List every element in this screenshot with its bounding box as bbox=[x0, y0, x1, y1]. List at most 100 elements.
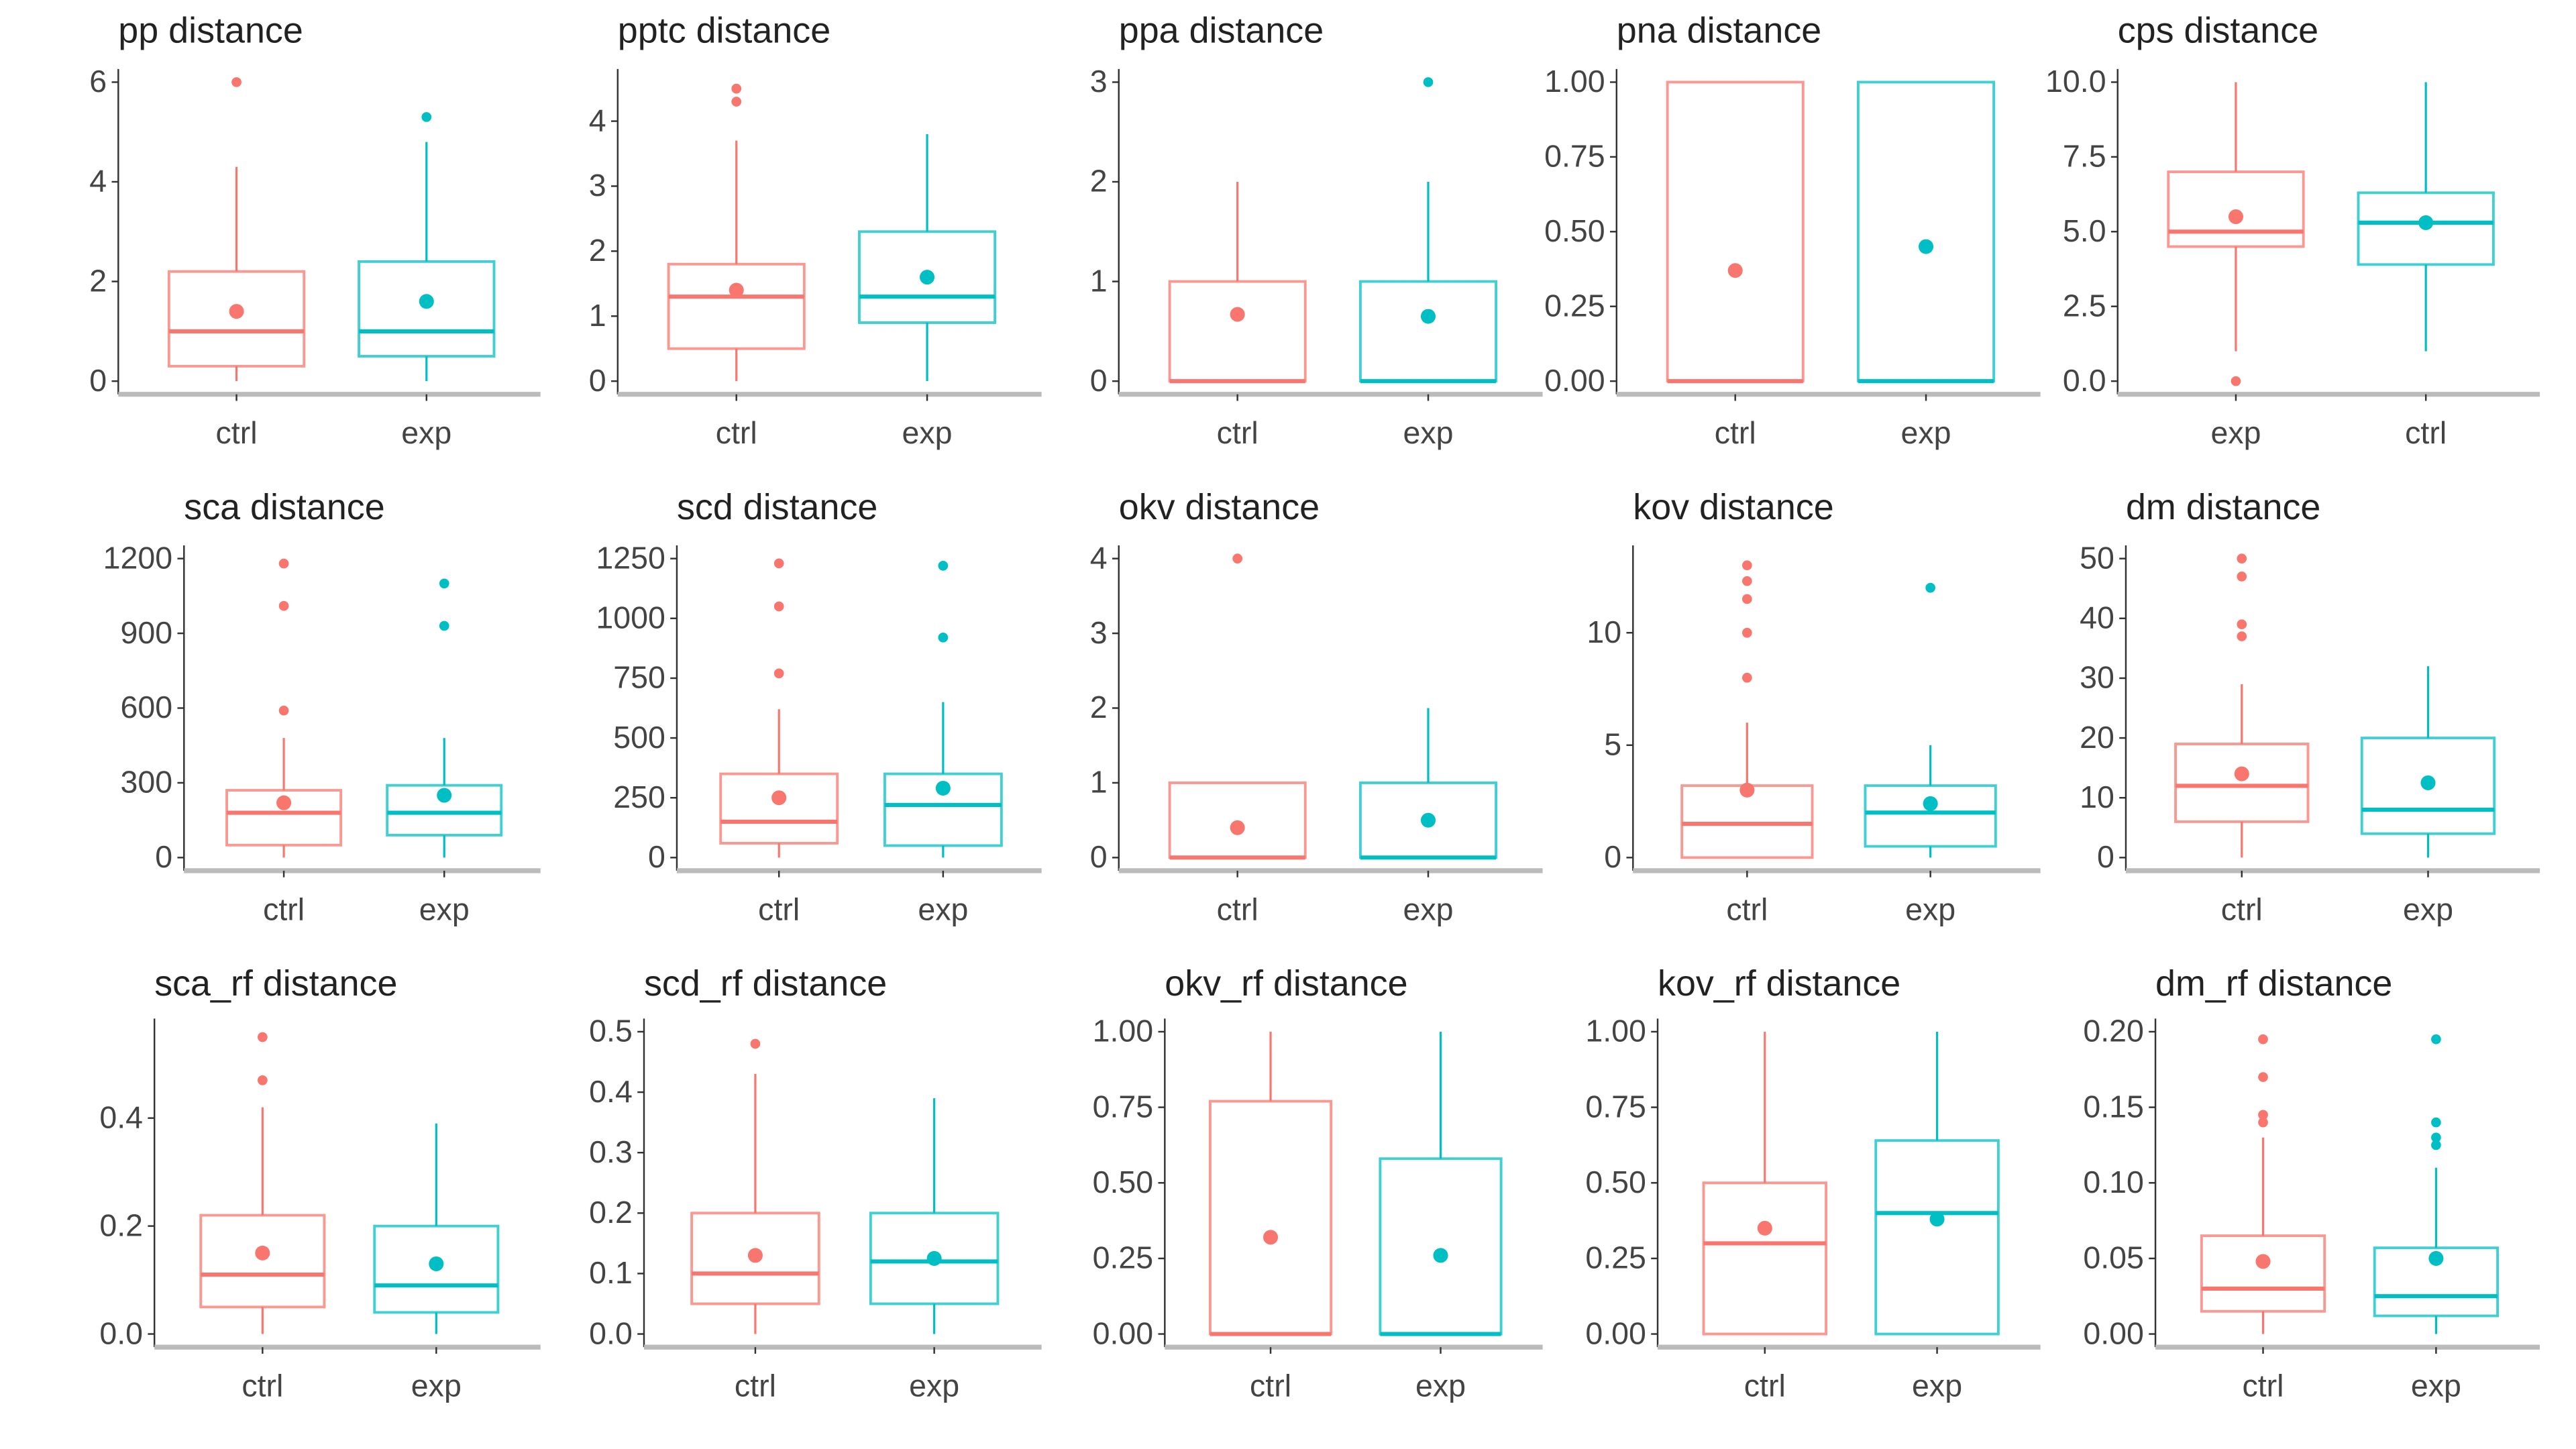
outlier-point bbox=[258, 1032, 268, 1042]
outlier-point bbox=[2237, 572, 2247, 582]
outlier-point bbox=[938, 561, 949, 571]
y-tick-label: 30 bbox=[2080, 660, 2114, 695]
y-tick-label: 900 bbox=[121, 615, 173, 650]
x-tick-label: ctrl bbox=[1726, 892, 1768, 926]
y-tick-label: 0.2 bbox=[589, 1195, 633, 1230]
outlier-point bbox=[2431, 1132, 2441, 1143]
iqr-box bbox=[869, 1212, 1000, 1305]
mean-point bbox=[437, 788, 452, 803]
mean-point bbox=[771, 790, 787, 806]
iqr-box bbox=[225, 789, 343, 847]
y-tick-label: 0.0 bbox=[589, 1316, 633, 1350]
y-tick-label: 3 bbox=[1090, 615, 1108, 650]
y-tick-label: 0.50 bbox=[1585, 1165, 1646, 1199]
box-exp bbox=[373, 1123, 500, 1334]
mean-point bbox=[429, 1256, 444, 1271]
panel-title: sca_rf distance bbox=[154, 963, 397, 1004]
panel-pna-distance: pna distance 0.00 0.25 0.50 0.75 1.00 ctrl exp bbox=[1544, 11, 2041, 450]
box-exp bbox=[858, 133, 997, 382]
iqr-box bbox=[719, 772, 839, 845]
y-tick-label: 5.0 bbox=[2063, 213, 2106, 248]
iqr-box bbox=[2174, 743, 2310, 823]
y-tick-label: 1250 bbox=[596, 540, 665, 575]
x-tick-label: exp bbox=[1901, 415, 1951, 450]
y-tick-label: 0 bbox=[1090, 839, 1108, 874]
mean-point bbox=[1420, 812, 1436, 828]
y-tick-label: 0.75 bbox=[1544, 139, 1605, 174]
x-tick-label: ctrl bbox=[263, 892, 305, 926]
x-tick-label: ctrl bbox=[1250, 1368, 1291, 1403]
y-tick-label: 6 bbox=[89, 64, 107, 99]
box-exp bbox=[2373, 1034, 2500, 1334]
panel-dm-distance: dm distance 0 10 20 30 40 50 ctrl exp bbox=[2080, 487, 2540, 926]
y-tick-label: 0 bbox=[1090, 363, 1108, 398]
x-tick-label: ctrl bbox=[216, 415, 258, 450]
box-exp bbox=[1864, 582, 1997, 858]
outlier-point bbox=[2237, 631, 2247, 641]
outlier-point bbox=[421, 112, 432, 122]
iqr-box bbox=[2200, 1234, 2326, 1313]
y-tick-label: 0.75 bbox=[1093, 1089, 1154, 1124]
y-tick-label: 3 bbox=[589, 168, 606, 203]
y-tick-label: 0.0 bbox=[99, 1316, 143, 1350]
outlier-point bbox=[1741, 576, 1752, 586]
y-tick-label: 5 bbox=[1604, 727, 1621, 761]
box-ctrl bbox=[719, 558, 839, 858]
x-tick-label: exp bbox=[2411, 1368, 2461, 1403]
x-tick-label: ctrl bbox=[1744, 1368, 1786, 1403]
y-tick-label: 0 bbox=[648, 839, 665, 874]
y-tick-label: 500 bbox=[613, 720, 665, 755]
outlier-point bbox=[2258, 1034, 2268, 1044]
panel-kov-distance: kov distance 0 5 10 ctrl exp bbox=[1587, 487, 2041, 926]
y-tick-label: 2.5 bbox=[2063, 288, 2106, 323]
x-tick-label: ctrl bbox=[2221, 892, 2263, 926]
x-tick-label: exp bbox=[1403, 415, 1453, 450]
mean-point bbox=[1919, 239, 1934, 254]
y-tick-label: 7.5 bbox=[2063, 139, 2106, 174]
box-exp bbox=[358, 112, 496, 382]
y-tick-label: 0.4 bbox=[589, 1074, 633, 1109]
y-tick-label: 0.05 bbox=[2083, 1240, 2144, 1275]
iqr-box bbox=[1874, 1139, 2000, 1336]
box-exp bbox=[1856, 80, 1996, 384]
x-tick-label: exp bbox=[1912, 1368, 1962, 1403]
y-tick-label: 0.00 bbox=[1544, 363, 1605, 398]
panel-okv-distance: okv distance 0 1 2 3 4 ctrl exp bbox=[1090, 487, 1543, 926]
outlier-point bbox=[2258, 1110, 2268, 1120]
box-exp bbox=[1358, 77, 1498, 384]
mean-point bbox=[1230, 307, 1245, 322]
box-ctrl bbox=[1208, 1031, 1333, 1336]
y-tick-label: 10 bbox=[2080, 780, 2114, 814]
y-tick-label: 0.25 bbox=[1544, 288, 1605, 323]
outlier-point bbox=[1232, 553, 1243, 564]
box-ctrl bbox=[2200, 1034, 2326, 1334]
outlier-point bbox=[2431, 1034, 2441, 1044]
iqr-box bbox=[373, 1224, 500, 1314]
panel-sca-distance: sca distance 0 300 600 900 1200 ctrl exp bbox=[103, 487, 541, 926]
box-ctrl bbox=[225, 558, 343, 858]
panel-okv_rf-distance: okv_rf distance 0.00 0.25 0.50 0.75 1.00 ctrl e… bbox=[1093, 963, 1543, 1403]
box-exp bbox=[883, 561, 1003, 858]
mean-point bbox=[2234, 766, 2249, 782]
mean-point bbox=[729, 282, 744, 298]
mean-point bbox=[1739, 782, 1755, 798]
mean-point bbox=[1433, 1248, 1448, 1263]
mean-point bbox=[2428, 1250, 2444, 1266]
mean-point bbox=[920, 270, 935, 285]
x-tick-label: ctrl bbox=[1217, 892, 1258, 926]
panel-title: pp distance bbox=[118, 11, 303, 51]
x-tick-label: exp bbox=[1415, 1368, 1466, 1403]
y-tick-label: 0 bbox=[155, 839, 172, 874]
x-tick-label: exp bbox=[909, 1368, 959, 1403]
y-tick-label: 10 bbox=[1587, 614, 1621, 649]
outlier-point bbox=[2431, 1140, 2441, 1150]
iqr-box bbox=[1702, 1181, 1828, 1336]
panel-title: pptc distance bbox=[618, 11, 830, 51]
x-tick-label: ctrl bbox=[758, 892, 800, 926]
panel-title: scd distance bbox=[677, 487, 877, 527]
x-tick-label: ctrl bbox=[716, 415, 757, 450]
x-tick-label: ctrl bbox=[2243, 1368, 2284, 1403]
x-tick-label: exp bbox=[419, 892, 470, 926]
box-ctrl bbox=[667, 83, 806, 382]
